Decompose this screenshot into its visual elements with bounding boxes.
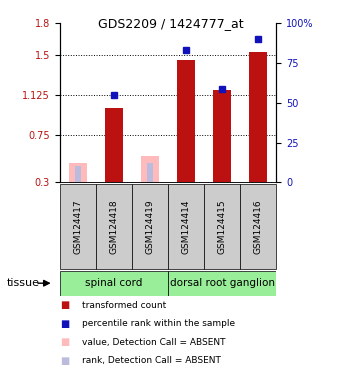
Text: GDS2209 / 1424777_at: GDS2209 / 1424777_at [98, 17, 243, 30]
Bar [177, 60, 195, 182]
Bar [60, 271, 168, 296]
Text: transformed count: transformed count [82, 301, 166, 310]
Text: ■: ■ [60, 300, 69, 310]
Text: ■: ■ [60, 319, 69, 329]
Bar [147, 163, 153, 182]
Bar [105, 108, 123, 182]
Text: value, Detection Call = ABSENT: value, Detection Call = ABSENT [82, 338, 225, 347]
Bar [168, 271, 276, 296]
Bar [69, 163, 87, 182]
Text: GSM124419: GSM124419 [145, 199, 154, 254]
Text: ■: ■ [60, 337, 69, 347]
Bar [132, 184, 168, 269]
Bar [204, 184, 240, 269]
Bar [96, 184, 132, 269]
Text: GSM124417: GSM124417 [73, 199, 82, 254]
Text: ■: ■ [60, 356, 69, 366]
Text: tissue: tissue [7, 278, 40, 288]
Bar [141, 156, 159, 182]
Text: GSM124416: GSM124416 [254, 199, 263, 254]
Bar [168, 184, 204, 269]
Bar [240, 184, 276, 269]
Text: GSM124418: GSM124418 [109, 199, 118, 254]
Bar [213, 90, 231, 182]
Text: GSM124415: GSM124415 [218, 199, 226, 254]
Text: GSM124414: GSM124414 [181, 199, 191, 254]
Bar [60, 184, 96, 269]
Text: rank, Detection Call = ABSENT: rank, Detection Call = ABSENT [82, 356, 221, 365]
Bar [75, 167, 81, 182]
Text: spinal cord: spinal cord [85, 278, 143, 288]
Text: percentile rank within the sample: percentile rank within the sample [82, 319, 235, 328]
Bar [249, 52, 267, 182]
Text: dorsal root ganglion: dorsal root ganglion [169, 278, 275, 288]
